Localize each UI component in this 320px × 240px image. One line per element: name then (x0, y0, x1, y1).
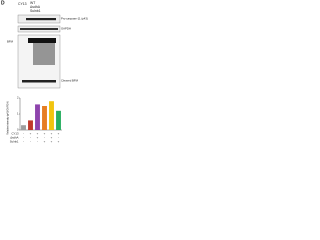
header-row: Sulnb1 (30, 9, 41, 13)
y-tick-label: 2 (17, 96, 19, 100)
header-row: CY13 (18, 2, 27, 6)
condition-mark: + (51, 136, 53, 140)
condition-label: Sulnb1 (10, 140, 19, 144)
blot-label: Pro-caspase-11 (p43) (61, 17, 88, 21)
bar (35, 104, 40, 130)
condition-mark: + (44, 140, 46, 144)
condition-mark: - (30, 136, 31, 140)
blot-label: GAPDH (61, 27, 71, 31)
bar (21, 125, 26, 130)
blot-band (26, 18, 56, 21)
condition-mark: - (23, 140, 24, 144)
condition-mark: - (30, 140, 31, 144)
blot-band (20, 28, 58, 30)
blot-label: Cleaved BFM (61, 79, 79, 83)
blot-band (22, 80, 56, 83)
condition-mark: + (44, 132, 46, 136)
condition-label: CY13 (12, 132, 19, 136)
bar (28, 120, 33, 130)
condition-mark: - (37, 140, 38, 144)
condition-mark: + (51, 140, 53, 144)
blot-label: BFM (7, 40, 14, 44)
condition-mark: - (23, 132, 24, 136)
blot-smear (33, 43, 55, 65)
condition-mark: + (58, 132, 60, 136)
condition-mark: + (58, 140, 60, 144)
condition-mark: - (44, 136, 45, 140)
y-axis-label: Relative intensity (p43/GAPDH) (7, 101, 10, 135)
figure-panel: D CY13 WT ΔsdhA Sulnb1 Pro-caspase-11 (p… (1, 0, 88, 144)
blot-band (28, 38, 56, 43)
bar (49, 101, 54, 130)
condition-mark: - (58, 136, 59, 140)
condition-mark: + (30, 132, 32, 136)
header-row: ΔsdhA (30, 5, 41, 9)
y-tick-label: 0 (17, 128, 19, 132)
condition-mark: + (37, 132, 39, 136)
condition-mark: - (23, 136, 24, 140)
condition-mark: + (51, 132, 53, 136)
condition-mark: + (37, 136, 39, 140)
panel-label: D (1, 0, 5, 6)
header-legend: CY13 WT ΔsdhA Sulnb1 (18, 1, 41, 13)
header-row: WT (30, 1, 35, 5)
bar (42, 106, 47, 130)
y-tick-label: 1 (17, 112, 19, 116)
bar (56, 110, 61, 130)
condition-label: ΔsdhA (10, 136, 18, 140)
